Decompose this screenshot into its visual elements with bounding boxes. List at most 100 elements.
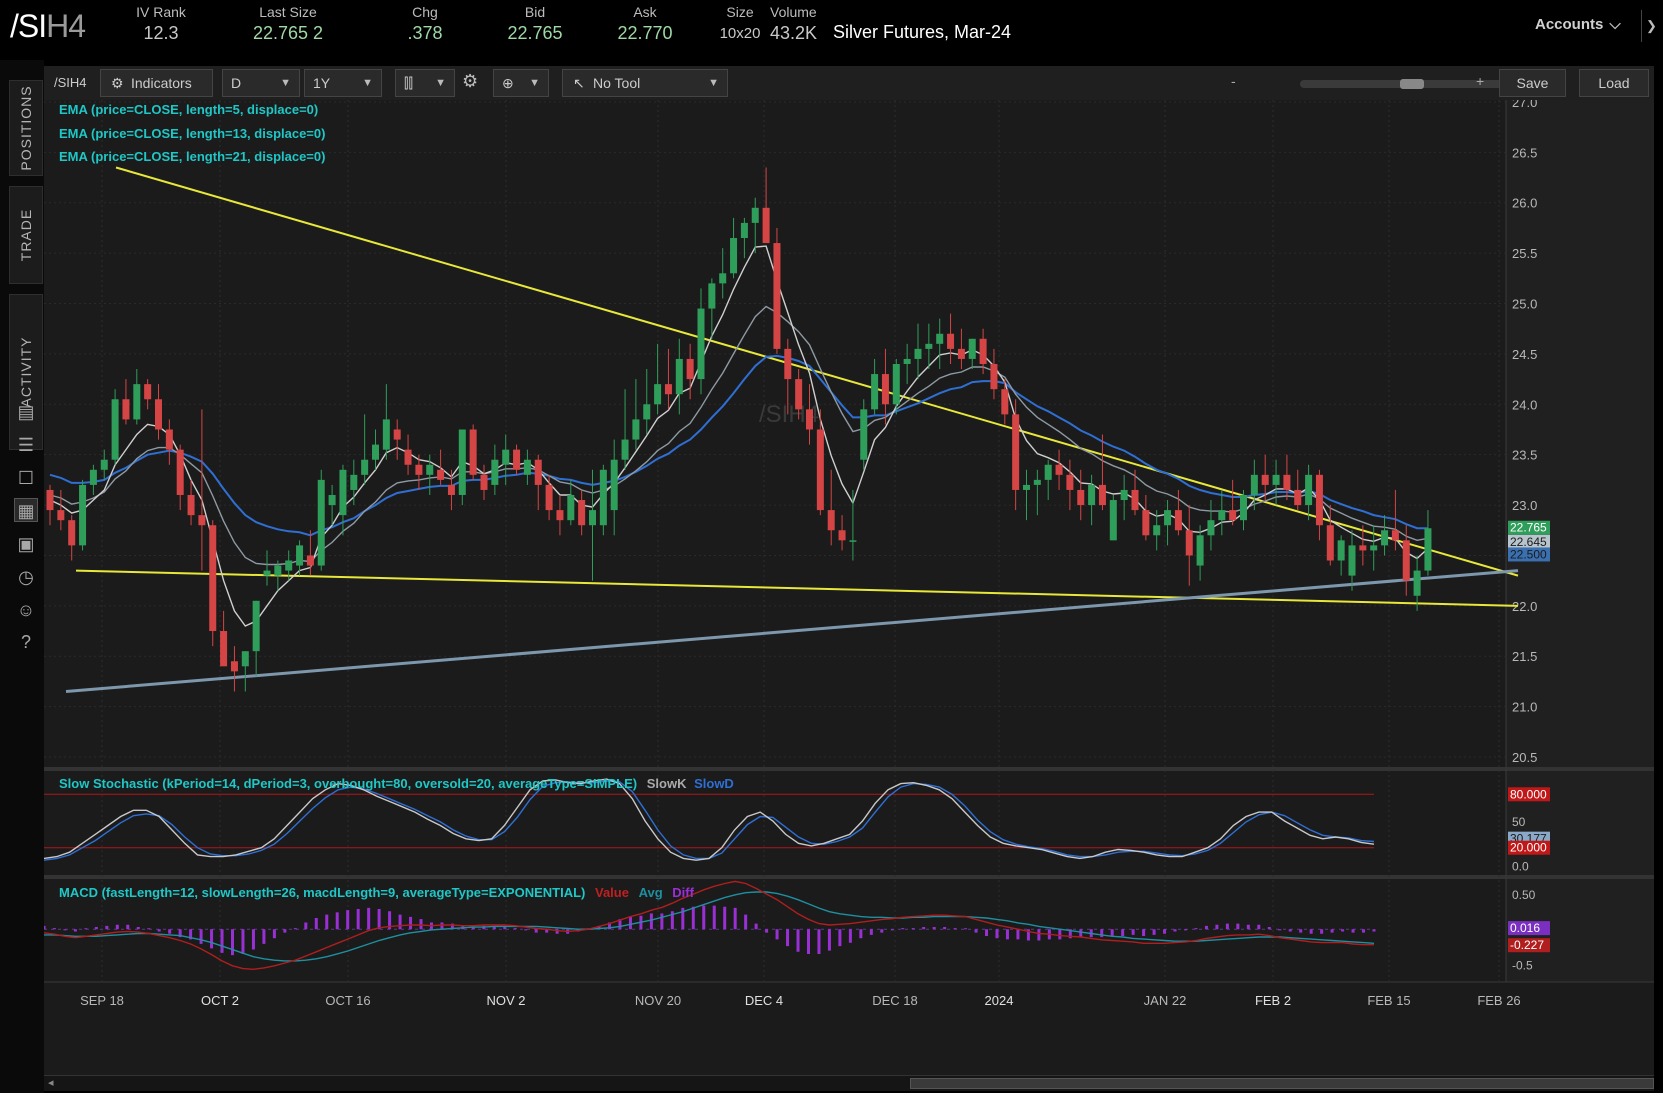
tab-positions[interactable]: POSITIONS — [9, 80, 43, 176]
candle-body — [990, 363, 998, 390]
candle-body — [1012, 414, 1020, 490]
charts-icon[interactable]: ▦ — [14, 498, 38, 522]
candle-body — [773, 243, 781, 349]
horizontal-scrollbar[interactable]: ◂ — [44, 1075, 1654, 1091]
candle-body — [89, 469, 97, 485]
candle-body — [350, 474, 358, 490]
candle-body — [1174, 510, 1182, 531]
candle-body — [968, 338, 976, 359]
candle-body — [545, 484, 553, 511]
candle-body — [871, 374, 879, 410]
size-label: Size — [726, 4, 754, 20]
scroll-left-arrow-icon[interactable]: ◂ — [48, 1077, 54, 1089]
x-axis-tick-label: OCT 16 — [325, 993, 370, 1008]
candle-body — [914, 348, 922, 359]
symbol-root: /SI — [10, 8, 47, 44]
tab-activity-label: ACTIVITY — [18, 336, 34, 408]
macd-avg-legend: Avg — [638, 885, 663, 900]
indicators-button[interactable]: ⚙ Indicators — [100, 69, 213, 97]
community-icon[interactable]: ☺ — [16, 600, 36, 620]
candle-body — [589, 510, 596, 526]
candle-body — [1044, 464, 1052, 480]
help-icon[interactable]: ? — [20, 632, 31, 652]
symbol-suffix: H4 — [46, 8, 86, 44]
candle-body — [57, 510, 65, 521]
ema5-label[interactable]: EMA (price=CLOSE, length=5, displace=0) — [59, 102, 319, 117]
left-sidebar: POSITIONS TRADE ACTIVITY ▤ ☰ ☐ ▦ ▣ ◷ ☺ ? — [0, 60, 44, 1093]
stochastic-axis-tick-label: 50 — [1512, 815, 1526, 829]
trendline-lower — [75, 569, 1519, 607]
ema21-label[interactable]: EMA (price=CLOSE, length=21, displace=0) — [59, 149, 326, 164]
candle-body — [382, 419, 390, 450]
horizontal-scrollbar-thumb[interactable] — [910, 1078, 1654, 1089]
style-select[interactable]: ⊕ ▼ — [493, 69, 549, 97]
x-axis-tick-label: FEB 15 — [1367, 993, 1410, 1008]
zoom-in-button[interactable]: + — [1476, 73, 1485, 89]
monitor-icon[interactable]: ▤ — [17, 402, 35, 422]
clock-icon[interactable]: ◷ — [18, 567, 34, 587]
candle-body — [306, 555, 314, 566]
accounts-label: Accounts — [1535, 16, 1604, 33]
ema13-label[interactable]: EMA (price=CLOSE, length=13, displace=0) — [59, 126, 326, 141]
candle-body — [936, 333, 944, 344]
price-axis-tick-label: 25.0 — [1512, 297, 1537, 312]
grid-icon[interactable]: ▣ — [17, 534, 35, 554]
accounts-menu-button[interactable]: Accounts ⌵ — [1535, 16, 1621, 33]
candle-body — [437, 469, 445, 480]
panel-toggle-button[interactable]: ❯ — [1641, 10, 1663, 42]
x-axis-tick-label: DEC 4 — [745, 993, 783, 1008]
zoom-slider-thumb[interactable] — [1400, 79, 1424, 89]
chart-canvas[interactable]: SEP 18 OCT 2 OCT 16 NOV 2 NOV 20 DEC 4 DEC 18 2… — [44, 100, 1654, 1075]
candle-body — [751, 207, 759, 223]
candle-body — [1348, 545, 1356, 576]
tray-icon[interactable]: ☐ — [17, 468, 35, 488]
price-marker-label: 22.500 — [1510, 547, 1547, 561]
candle-body — [1381, 530, 1389, 546]
load-button[interactable]: Load — [1579, 69, 1649, 97]
save-button[interactable]: Save — [1499, 69, 1566, 97]
aggregation-select[interactable]: D ▼ — [222, 69, 300, 97]
candle-body — [1207, 520, 1215, 536]
candle-body — [1424, 528, 1432, 571]
last-size-field: Last Size 22.765 2 — [228, 4, 348, 44]
zoom-out-button[interactable]: - — [1231, 73, 1236, 89]
tab-activity[interactable]: ACTIVITY — [9, 294, 43, 450]
tab-trade[interactable]: TRADE — [9, 186, 43, 284]
candle-body — [556, 510, 564, 521]
symbol-display[interactable]: /SIH4 — [10, 8, 86, 45]
candle-body — [1033, 479, 1041, 485]
slowd-legend: SlowD — [694, 776, 734, 791]
candle-body — [209, 525, 217, 632]
chart-style-select[interactable]: ⫿⫿ ▼ — [395, 69, 455, 97]
zoom-slider[interactable] — [1300, 79, 1504, 89]
price-marker-box — [1508, 534, 1550, 549]
candle-body — [1359, 545, 1367, 551]
candle-body — [523, 459, 531, 475]
x-axis-tick-label: OCT 2 — [201, 993, 239, 1008]
drawing-tool-select[interactable]: ↖ No Tool ▼ — [562, 69, 728, 97]
slowk-legend: SlowK — [646, 776, 687, 791]
aggregation-value: D — [231, 75, 242, 91]
chart-area[interactable]: SEP 18 OCT 2 OCT 16 NOV 2 NOV 20 DEC 4 DEC 18 2… — [44, 100, 1654, 1075]
candle-body — [860, 409, 868, 460]
size-field: Size 10x20 — [705, 4, 775, 42]
change-value: .378 — [407, 23, 443, 43]
candle-body — [1218, 510, 1226, 521]
macd-label[interactable]: MACD (fastLength=12, slowLength=26, macd… — [59, 885, 694, 900]
list-icon[interactable]: ☰ — [17, 435, 35, 455]
slowk-line — [44, 778, 1375, 861]
candle-body — [1229, 510, 1237, 521]
chart-symbol[interactable]: /SIH4 — [54, 75, 87, 90]
chevron-right-icon: ❯ — [1646, 18, 1657, 33]
chart-settings-icon[interactable]: ⚙ — [462, 71, 479, 91]
time-range-select[interactable]: 1Y ▼ — [304, 69, 382, 97]
price-marker-box — [1508, 520, 1550, 535]
candle-body — [361, 459, 369, 475]
crosshair-icon: ⊕ — [502, 75, 514, 91]
candle-body — [610, 459, 618, 511]
candle-body — [1131, 489, 1139, 511]
ask-label: Ask — [633, 4, 657, 20]
candle-body — [404, 449, 412, 465]
candle-body — [632, 419, 640, 440]
stochastic-label[interactable]: Slow Stochastic (kPeriod=14, dPeriod=3, … — [59, 776, 734, 791]
